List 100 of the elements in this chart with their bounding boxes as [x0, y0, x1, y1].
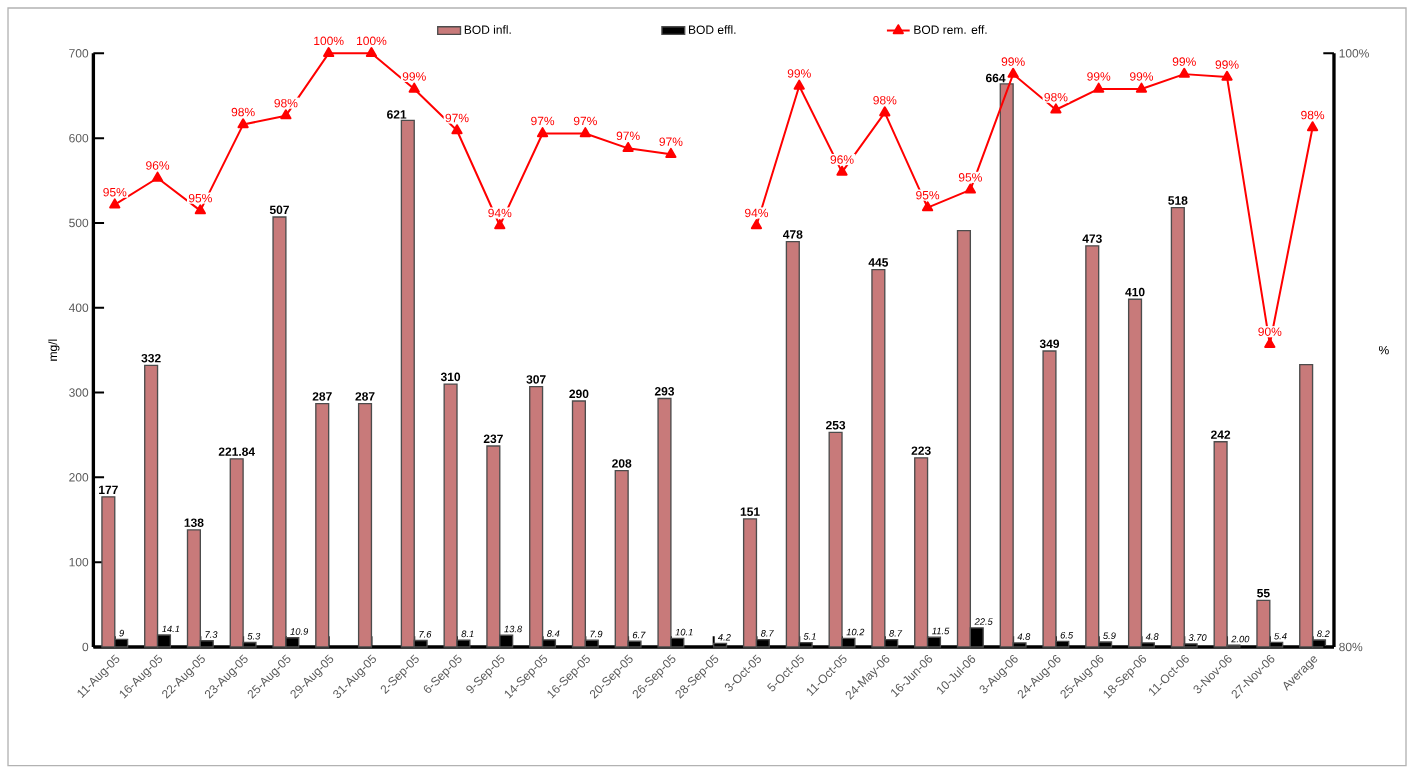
point: [408, 82, 420, 93]
data-label: 98%: [1301, 110, 1325, 120]
data-label: 410: [1125, 287, 1145, 297]
point: [1007, 67, 1019, 78]
data-label: 95%: [958, 173, 982, 182]
point: [579, 127, 591, 138]
point: [536, 127, 549, 138]
data-label: 55: [1257, 589, 1270, 598]
y-tick-label: 600: [69, 134, 89, 143]
data-label: 97%: [445, 113, 469, 123]
data-label: 7.9: [590, 630, 603, 638]
data-label: 8.2: [1317, 630, 1330, 638]
data-label: 2.00: [1231, 635, 1250, 643]
data-label: 5.3: [247, 633, 261, 640]
point: [793, 79, 805, 90]
point: [1221, 70, 1233, 81]
data-label: 287: [312, 392, 332, 401]
data-label: 310: [440, 372, 461, 382]
bar: [315, 403, 330, 648]
data-label: 242: [1211, 430, 1231, 439]
data-label: 97%: [573, 116, 597, 126]
data-label: 11.5: [932, 627, 950, 635]
data-label: 445: [868, 258, 889, 267]
data-label: 99%: [1215, 60, 1239, 69]
data-label: 664: [985, 73, 1006, 83]
data-label: 287: [355, 392, 375, 401]
data-label: 8.1: [461, 630, 474, 638]
point: [494, 219, 506, 230]
bar: [357, 403, 373, 648]
data-label: 97%: [531, 116, 555, 126]
data-label: 478: [782, 230, 803, 239]
point: [921, 201, 934, 212]
point: [1306, 121, 1319, 132]
data-label: 95%: [188, 194, 212, 203]
y-tick-label: 700: [69, 49, 89, 58]
point: [451, 124, 463, 135]
data-label: 96%: [830, 155, 854, 164]
y-tick-label: 0: [82, 642, 89, 652]
data-label: 100%: [357, 36, 387, 46]
data-label: 621: [387, 110, 407, 119]
y-tick-label: 300: [69, 388, 89, 397]
legend-label: BOD infl.: [464, 25, 511, 35]
data-label: 8.7: [760, 630, 774, 637]
point: [109, 198, 121, 209]
point: [665, 148, 677, 159]
y2-tick-label: 80%: [1339, 642, 1363, 652]
data-label: 5.1: [803, 633, 816, 640]
point: [1264, 338, 1276, 349]
data-label: 237: [483, 434, 503, 444]
data-label: 8.4: [547, 630, 560, 638]
data-label: 6.7: [632, 631, 646, 639]
data-label: 96%: [146, 161, 170, 170]
data-label: 332: [141, 354, 161, 363]
legend-label: BOD rem. eff.: [914, 25, 987, 35]
data-label: 99%: [1087, 72, 1111, 81]
data-label: 98%: [231, 107, 255, 117]
data-label: 97%: [616, 131, 640, 141]
data-label: 223: [911, 446, 931, 456]
data-label: 208: [612, 459, 632, 468]
data-label: 7.6: [419, 631, 432, 638]
data-label: 6.5: [1060, 632, 1074, 639]
point: [280, 109, 292, 120]
data-label: 100%: [314, 36, 344, 46]
data-label: 138: [184, 518, 204, 528]
data-label: 99%: [787, 69, 811, 78]
data-label: 5.4: [1274, 633, 1287, 640]
data-label: 99%: [1172, 57, 1196, 67]
y-tick-label: 200: [69, 473, 89, 482]
data-label: 473: [1082, 234, 1102, 244]
data-label: 99%: [402, 72, 426, 81]
data-label: 94%: [488, 208, 512, 218]
data-label: 95%: [916, 191, 940, 200]
data-label: 518: [1168, 196, 1188, 205]
data-label: 293: [654, 387, 675, 396]
data-label: 10.2: [846, 628, 865, 636]
y-tick-label: 500: [69, 218, 89, 228]
data-label: 290: [569, 389, 589, 399]
point: [750, 219, 763, 230]
point: [1093, 82, 1105, 93]
data-label: 4.2: [717, 634, 731, 641]
data-label: 253: [826, 421, 846, 430]
y-tick-label: 100: [69, 558, 89, 567]
y2-axis-title: %: [1378, 346, 1389, 355]
data-label: 5.9: [1103, 632, 1116, 640]
data-label: 94%: [745, 208, 769, 218]
data-label: 99%: [1001, 57, 1025, 67]
point: [323, 47, 335, 58]
data-label: 507: [269, 205, 289, 215]
legend-label: BOD effl.: [689, 25, 736, 35]
y2-tick-label: 100%: [1339, 49, 1369, 58]
point: [151, 171, 164, 182]
data-label: 4.8: [1145, 633, 1159, 641]
point: [194, 204, 206, 215]
y-axis-title: mg/l: [48, 339, 60, 361]
data-label: 151: [740, 507, 760, 517]
data-label: 14.1: [162, 625, 180, 633]
point: [879, 106, 891, 117]
data-label: 22.5: [974, 618, 993, 626]
data-label: 98%: [873, 96, 897, 105]
point: [622, 142, 634, 153]
